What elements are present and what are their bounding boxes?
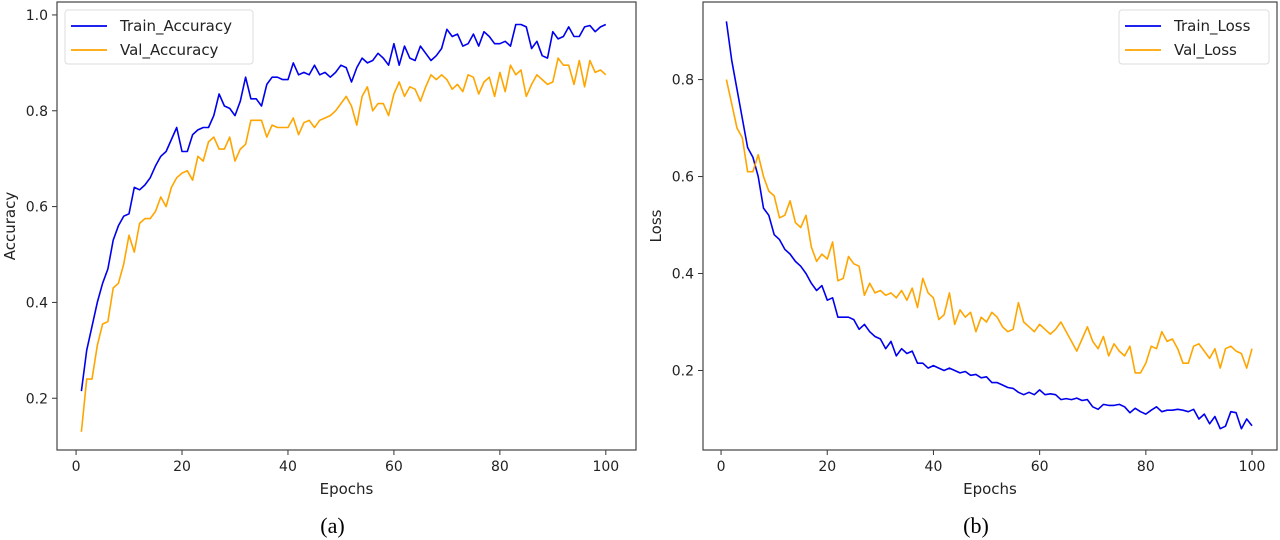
x-axis-label: Epochs	[320, 480, 374, 498]
y-axis-label: Accuracy	[1, 192, 19, 261]
subfigure-caption: (a)	[320, 513, 344, 538]
y-tick-label: 0.4	[26, 295, 48, 311]
x-axis-label: Epochs	[963, 480, 1017, 498]
subfigure-caption: (b)	[963, 513, 989, 538]
x-tick-label: 100	[1239, 459, 1266, 475]
legend-label: Val_Accuracy	[120, 41, 219, 60]
legend: Train_Loss Val_Loss	[1118, 9, 1270, 65]
y-tick-label: 0.2	[672, 363, 694, 379]
series-line-train-accuracy	[80, 23, 607, 392]
y-tick-label: 0.2	[26, 391, 48, 407]
y-tick-label: 0.6	[672, 170, 694, 186]
y-tick-label: 0.4	[672, 267, 694, 283]
series-line-train-loss	[725, 21, 1253, 430]
x-tick-label: 80	[1137, 459, 1155, 475]
legend-label: Val_Loss	[1174, 41, 1237, 60]
x-tick-label: 0	[717, 459, 726, 475]
x-tick-label: 0	[72, 459, 81, 475]
x-tick-label: 40	[925, 459, 943, 475]
y-axis-label: Loss	[647, 209, 665, 242]
y-tick-label: 1.0	[26, 8, 48, 24]
x-tick-label: 60	[1031, 459, 1049, 475]
x-tick-label: 20	[173, 459, 191, 475]
x-tick-label: 40	[279, 459, 297, 475]
legend: Train_Accuracy Val_Accuracy	[64, 9, 254, 65]
axes-frame	[702, 1, 1278, 451]
series-line-val-loss	[725, 79, 1253, 374]
x-tick-label: 20	[818, 459, 836, 475]
y-tick-label: 0.6	[26, 200, 48, 216]
legend-label: Train_Loss	[1173, 17, 1251, 36]
legend-box	[64, 9, 254, 65]
series-line-val-accuracy	[80, 57, 607, 432]
y-tick-label: 0.8	[672, 73, 694, 89]
axes-frame	[56, 1, 637, 451]
y-tick-label: 0.8	[26, 104, 48, 120]
legend-label: Train_Accuracy	[119, 17, 232, 36]
plot-accuracy: 0 20 40 60 80 100 0.2 0.4 0.6 0.8 1.0 Epochs Accurac…	[1, 1, 637, 538]
x-tick-label: 60	[385, 459, 403, 475]
x-tick-label: 100	[592, 459, 619, 475]
plot-loss: 0 20 40 60 80 100 0.2 0.4 0.6 0.8 Epochs Loss (b) Tra…	[647, 1, 1278, 538]
x-tick-label: 80	[491, 459, 509, 475]
